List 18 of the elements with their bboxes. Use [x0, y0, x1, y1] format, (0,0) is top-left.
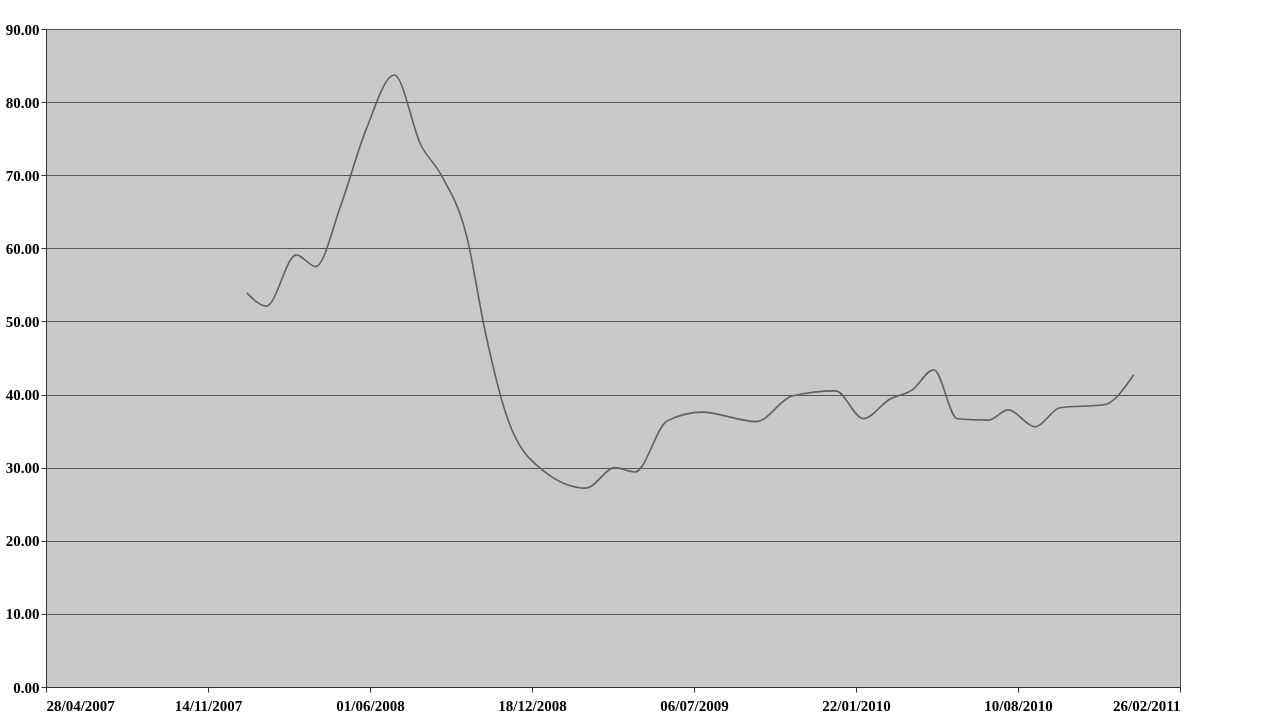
x-tick-label: 28/04/2007 [46, 697, 116, 714]
x-tick-label: 06/07/2009 [660, 697, 729, 714]
y-tick-label: 40.00 [5, 387, 40, 404]
x-tick-label: 22/01/2010 [822, 697, 891, 714]
x-tick-label: 14/11/2007 [174, 697, 243, 714]
y-tick-label: 50.00 [5, 313, 40, 330]
y-tick-label: 0.00 [13, 679, 40, 696]
x-tick-label: 10/08/2010 [984, 697, 1053, 714]
y-tick-label: 80.00 [5, 94, 40, 111]
x-tick-label: 26/02/2011 [1112, 697, 1181, 714]
y-tick-label: 10.00 [5, 606, 40, 623]
x-tick-label: 18/12/2008 [498, 697, 567, 714]
x-tick-label: 01/06/2008 [336, 697, 405, 714]
y-tick-label: 90.00 [5, 21, 40, 38]
y-tick-label: 60.00 [5, 240, 40, 257]
y-tick-label: 70.00 [5, 167, 40, 184]
y-tick-label: 20.00 [5, 533, 40, 550]
y-tick-label: 30.00 [5, 460, 40, 477]
